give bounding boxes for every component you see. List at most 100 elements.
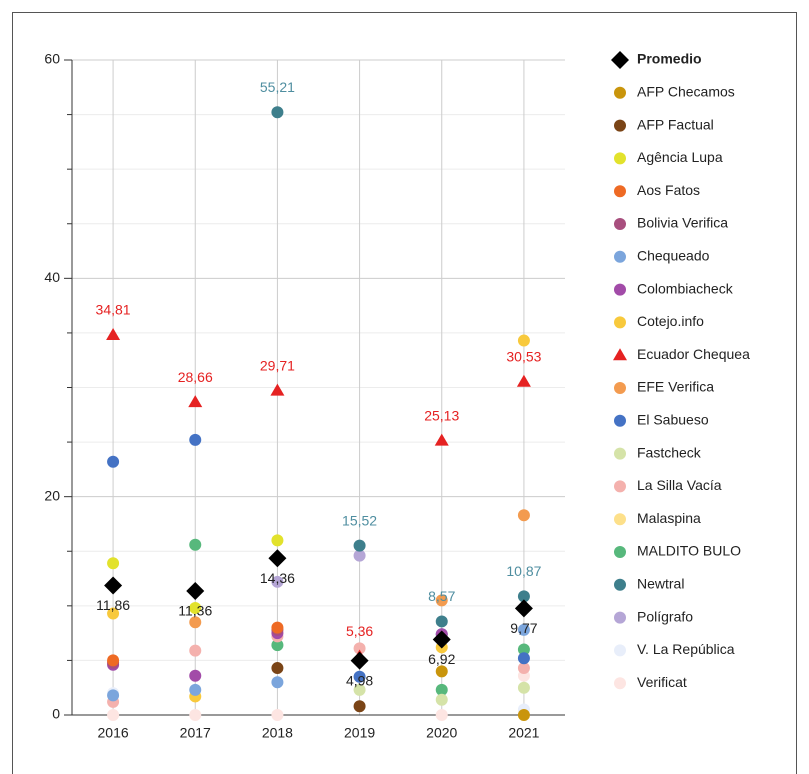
triangle-marker [106,327,121,340]
series [104,549,533,670]
frame [12,12,797,774]
circle-marker [614,578,626,591]
triangle-marker [434,433,449,446]
legend-label: Colombiacheck [637,280,734,296]
legend-label: Ecuador Chequea [637,346,750,362]
circle-marker [353,670,366,683]
legend-label: Verificat [637,674,687,690]
data-label: 4,98 [346,672,373,688]
circle-marker [517,662,530,675]
legend-label: Fastcheck [637,444,702,460]
data-label: 25,13 [424,407,459,423]
x-tick-label: 2020 [426,725,457,741]
circle-marker [614,677,626,690]
circle-marker [189,538,202,551]
circle-marker [517,590,530,603]
circle-marker [614,152,626,165]
circle-marker [189,616,202,629]
circle-marker [614,382,626,394]
triangle-marker [270,383,285,396]
data-label: 34,81 [96,302,131,318]
legend-label: Malaspina [637,510,701,526]
data-label: 29,71 [260,357,295,373]
circle-marker [271,575,284,588]
circle-marker [614,250,626,263]
circle-marker [614,644,626,657]
circle-marker [271,106,284,119]
circle-marker [435,683,448,696]
x-tick-label: 2019 [344,725,375,741]
circle-marker [614,283,626,296]
circle-marker [353,539,366,552]
y-tick-label: 40 [44,269,60,285]
circle-marker [517,652,530,665]
legend-label: AFP Checamos [637,84,735,100]
series [107,433,530,683]
data-label: 14,36 [260,570,295,586]
circle-marker [107,607,120,620]
series [106,327,531,662]
series [435,665,530,721]
circle-marker [435,665,448,678]
circle-marker [107,654,120,667]
legend-label: V. La República [637,641,735,657]
circle-marker [435,594,448,607]
data-label: 30,53 [506,348,541,364]
circle-marker [614,414,626,427]
data-label: 11,36 [178,603,212,619]
circle-marker [435,615,448,628]
diamond-marker [104,576,123,595]
circle-marker [517,623,530,636]
triangle-marker [516,374,531,387]
circle-marker [353,549,366,562]
circle-marker [271,621,284,634]
data-label: 11,86 [96,597,130,613]
diamond-marker [514,599,533,618]
series [271,549,366,588]
legend-label: MALDITO BULO [637,543,741,559]
data-label: 6,92 [428,651,455,667]
diamond-marker [268,549,287,568]
data-label: 28,66 [178,369,213,385]
circle-marker [189,602,202,615]
circle-marker [614,218,626,230]
circle-marker [517,334,530,347]
series [189,509,530,629]
circle-marker [271,676,284,689]
diamond-marker [350,651,369,670]
data-label: 15,52 [342,512,377,528]
x-tick-label: 2017 [180,725,211,741]
circle-marker [614,86,626,99]
circle-marker [189,669,202,682]
series [107,687,530,716]
circle-marker [353,683,366,696]
circle-marker [271,709,284,721]
circle-marker [614,447,626,460]
circle-marker [271,639,284,652]
diamond-marker [186,581,205,600]
circle-marker [517,681,530,694]
diamond-marker [611,51,629,69]
legend-label: EFE Verifica [637,379,714,395]
legend-label: Promedio [637,51,702,67]
series [107,621,284,667]
legend-label: Cotejo.info [637,313,704,329]
legend-label: AFP Factual [637,116,714,132]
circle-marker [189,709,202,721]
series [353,681,530,706]
circle-marker [614,611,626,624]
circle-marker [107,709,120,721]
circle-marker [271,662,284,675]
series [107,534,284,615]
circle-marker [189,683,202,696]
circle-marker [353,642,366,655]
circle-marker [517,709,530,721]
circle-marker [353,700,366,713]
legend-label: Chequeado [637,248,710,264]
data-label: 8,57 [428,588,455,604]
circle-marker [189,433,202,446]
circle-marker [614,480,626,493]
legend-label: Aos Fatos [637,182,700,198]
circle-marker [107,689,120,702]
